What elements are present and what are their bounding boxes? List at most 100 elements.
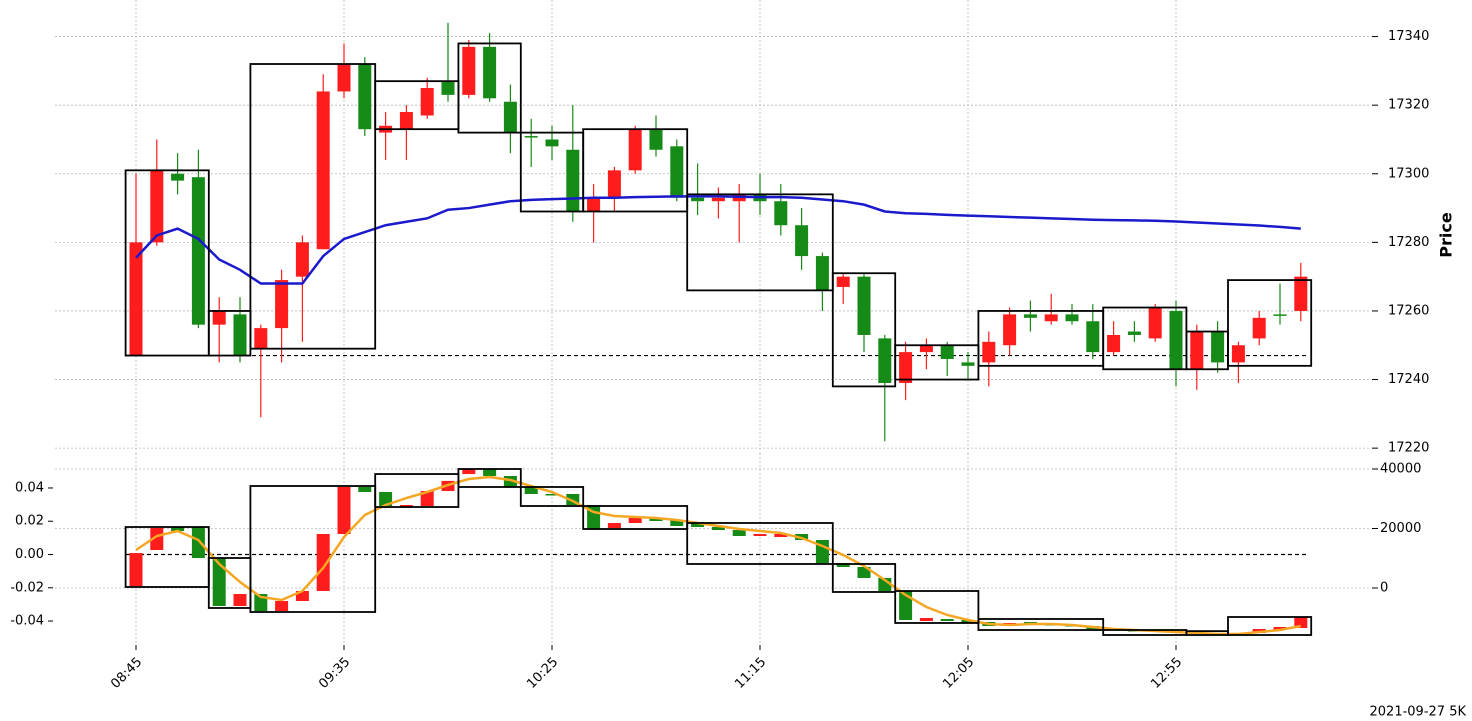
candle-body (379, 491, 393, 507)
candle-body (1252, 317, 1266, 339)
candle-body (1273, 314, 1287, 316)
candle-body (566, 149, 580, 212)
y2-tick-label: 20000 (1380, 521, 1421, 536)
y-tick-label: 17260 (1388, 303, 1429, 318)
range-box (686, 193, 834, 292)
y-tick-label: 17240 (1388, 372, 1429, 387)
range-box (977, 618, 1105, 631)
candle-body (420, 491, 434, 507)
moving-average-line (135, 475, 1302, 636)
range-box (894, 590, 980, 624)
candle-body (1190, 331, 1204, 370)
candle-body (919, 617, 933, 621)
candle-body (857, 276, 871, 335)
candle-body (1086, 321, 1100, 353)
candle-body (919, 345, 933, 353)
candle-body (545, 493, 559, 496)
candle-body (1169, 310, 1183, 370)
candle-body (483, 46, 497, 99)
candle-body (711, 527, 725, 531)
candle-body (857, 566, 871, 579)
candle-body (337, 64, 351, 92)
candle-body (1044, 314, 1058, 322)
x-tick-label: 09:35 (316, 655, 353, 692)
candle-body (940, 618, 954, 621)
y-tick-label: 0.04 (15, 480, 44, 495)
candle-body (171, 173, 185, 181)
range-box (582, 505, 689, 530)
candle-body (462, 469, 476, 475)
candle-body (316, 534, 330, 592)
candle-body (150, 170, 164, 243)
range-box (124, 169, 210, 357)
candle-body (691, 522, 705, 528)
candle-body (774, 201, 788, 226)
range-box (1227, 279, 1313, 367)
candle-body (150, 527, 164, 551)
candle-body (1294, 276, 1308, 311)
candle-body (171, 527, 185, 531)
candle-body (836, 276, 850, 287)
x-tick-label: 10:25 (524, 655, 561, 692)
candle-body (1127, 331, 1141, 335)
candle-body (691, 197, 705, 202)
candle-body (1148, 307, 1162, 339)
range-box (831, 272, 897, 388)
y-axis-label: Price (1437, 212, 1456, 258)
range-box (374, 473, 460, 508)
candle-body (129, 242, 143, 356)
y-tick-label: 17220 (1388, 441, 1429, 456)
candle-body (753, 534, 767, 536)
candle-body (982, 341, 996, 363)
range-box (831, 563, 897, 593)
candle-body (899, 352, 913, 383)
x-tick-label: 12:05 (940, 655, 977, 692)
candle-body (275, 280, 289, 329)
candle-body (732, 530, 746, 536)
candle-body (524, 486, 538, 494)
candle-body (1211, 331, 1225, 363)
candle-body (607, 522, 621, 528)
candle-body (566, 493, 580, 505)
range-box (977, 310, 1105, 367)
candle-body (129, 553, 143, 587)
y-tick-label: 0.00 (15, 547, 44, 562)
candle-body (316, 91, 330, 250)
candle-body (358, 486, 372, 492)
candle-body (795, 225, 809, 257)
range-box (249, 63, 377, 350)
candle-body (607, 170, 621, 198)
range-box (457, 468, 522, 488)
candle-body (233, 314, 247, 356)
candle-body (1231, 345, 1245, 363)
candle-body (836, 563, 850, 567)
candle-body (774, 534, 788, 538)
candle-body (628, 129, 642, 171)
y-tick-label: 17300 (1388, 166, 1429, 181)
candle-body (191, 177, 205, 325)
candle-body (649, 517, 663, 522)
footnote: 2021-09-27 5K (1370, 705, 1467, 720)
candle-body (254, 328, 268, 349)
moving-average-line (135, 195, 1301, 285)
candle-body (1023, 314, 1037, 318)
range-box (582, 128, 689, 213)
candle-body (212, 310, 226, 325)
candle-body (815, 256, 829, 291)
candle-body (649, 129, 663, 150)
y-tick-label: 0.02 (15, 514, 44, 529)
candle-body (191, 527, 205, 559)
candle-body (670, 146, 684, 198)
candle-body (587, 197, 601, 212)
candle-body (524, 136, 538, 138)
y2-tick-label: 0 (1380, 580, 1388, 595)
candle-body (233, 594, 247, 606)
range-box (686, 522, 834, 565)
candle-body (711, 197, 725, 202)
y-tick-label: 17340 (1388, 29, 1429, 44)
candle-body (295, 242, 309, 277)
candle-body (503, 475, 517, 487)
candle-body (961, 619, 975, 623)
candle-body (420, 88, 434, 116)
